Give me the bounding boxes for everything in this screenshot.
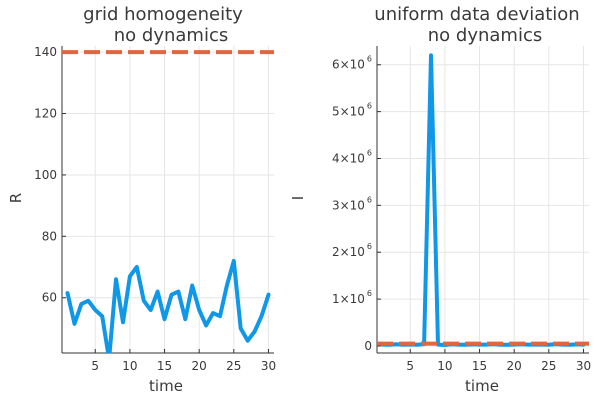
x-tick-label: 30 [261, 359, 276, 373]
y-tick-label: 100 [34, 168, 57, 182]
y-tick-label: 4×10 6 [332, 148, 372, 165]
y-tick-label: 0 [364, 339, 372, 353]
y-axis-label: R [7, 193, 25, 203]
series-group [377, 53, 589, 347]
x-axis-label: time [465, 377, 499, 395]
x-tick-label: 20 [507, 359, 522, 373]
axes: 5 10 15 20 25 30 0 1×10 6 2×10 6 3×10 6 4×10 6 5×10 6 6×1… [332, 46, 591, 373]
x-tick-label: 5 [91, 359, 99, 373]
series-group [62, 50, 274, 353]
x-tick-label: 10 [122, 359, 137, 373]
axes: 5 10 15 20 25 30 60 80 100 120 140 [34, 45, 276, 373]
panel-grid-homogeneity: grid homogeneity no dynamics time R 5 10 1… [7, 4, 276, 395]
x-tick-label: 5 [406, 359, 414, 373]
panel-uniform-data-deviation: uniform data deviation no dynamics time … [289, 4, 591, 395]
panel-subtitle: no dynamics [114, 25, 228, 46]
data-series-line [65, 258, 271, 353]
panel-subtitle: no dynamics [428, 25, 542, 46]
y-tick-label: 60 [42, 291, 57, 305]
y-tick-label: 3×10 6 [332, 195, 372, 212]
x-tick-label: 15 [472, 359, 487, 373]
y-axis-label: I [289, 196, 307, 200]
x-tick-label: 20 [192, 359, 207, 373]
panel-title: uniform data deviation [374, 4, 579, 25]
data-series-line [380, 53, 586, 347]
y-tick-label: 5×10 6 [332, 102, 372, 119]
x-axis-label: time [149, 377, 183, 395]
x-tick-label: 15 [157, 359, 172, 373]
y-tick-label: 2×10 6 [332, 242, 372, 259]
y-tick-label: 6×10 6 [332, 55, 372, 72]
x-tick-label: 30 [576, 359, 591, 373]
grid-lines [377, 46, 589, 353]
y-tick-label: 140 [34, 45, 57, 59]
x-tick-label: 10 [437, 359, 452, 373]
x-tick-label: 25 [541, 359, 556, 373]
panel-title: grid homogeneity [83, 4, 243, 25]
y-tick-label: 120 [34, 107, 57, 121]
y-tick-label: 1×10 6 [332, 289, 372, 306]
x-tick-label: 25 [226, 359, 241, 373]
y-tick-label: 80 [42, 229, 57, 243]
